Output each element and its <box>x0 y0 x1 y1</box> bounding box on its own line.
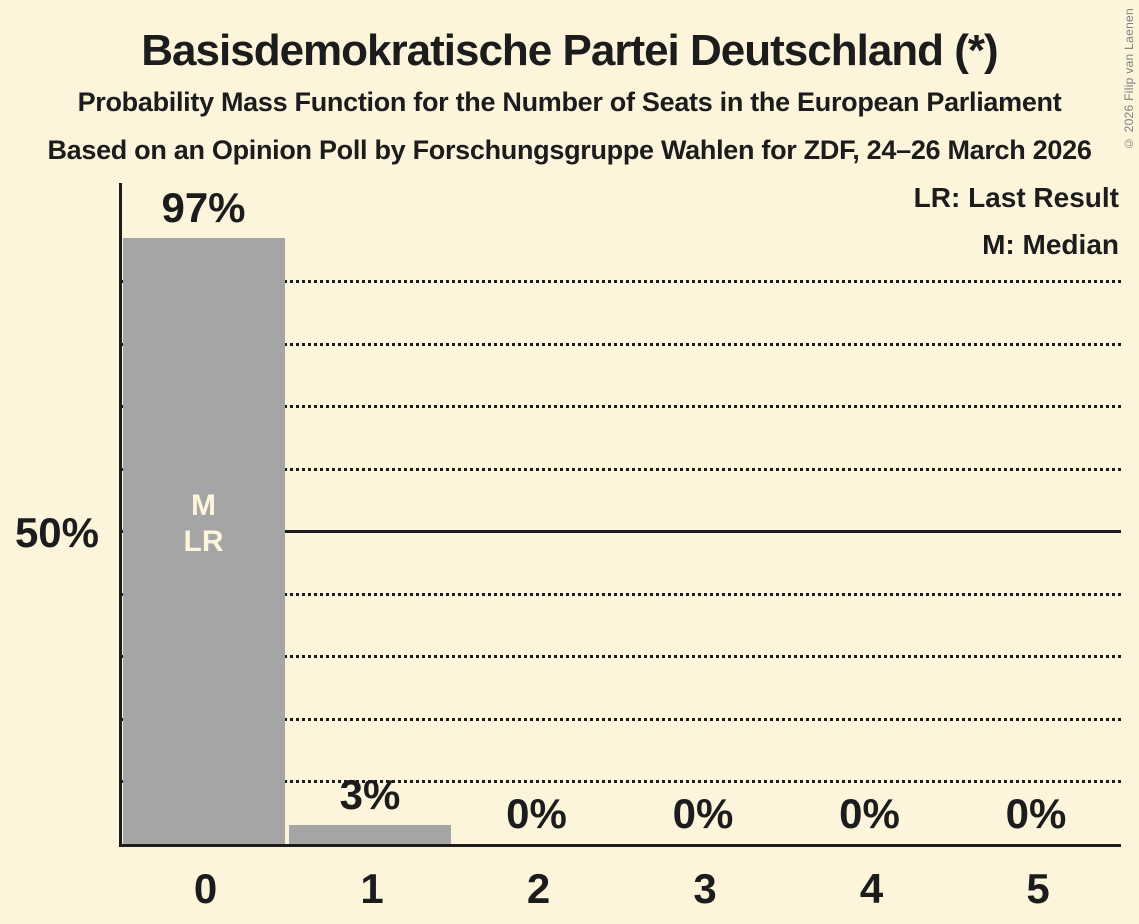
bar-value-label-3: 0% <box>672 790 734 837</box>
x-tick-2: 2 <box>526 865 551 912</box>
x-tick-1: 1 <box>360 865 384 912</box>
plot-area: M LR 97% 3% 0% 0% 0% 0% <box>119 183 1121 847</box>
chart-source-line: Based on an Opinion Poll by Forschungsgr… <box>47 135 1092 165</box>
legend-entry-last-result: LR: Last Result <box>913 182 1119 213</box>
chart-title: Basisdemokratische Partei Deutschland (*… <box>141 26 998 75</box>
x-tick-4: 4 <box>859 865 884 912</box>
last-result-marker: LR <box>183 524 224 558</box>
bar-value-label-5: 0% <box>1005 790 1067 837</box>
y-axis-tick-50pct: 50% <box>14 509 99 556</box>
bar-value-label-0: 97% <box>161 183 246 231</box>
gridline-30pct <box>122 655 1121 658</box>
gridline-20pct <box>122 717 1121 721</box>
bar-seats-1 <box>289 825 451 844</box>
gridline-80pct <box>122 342 1121 346</box>
gridline-10pct <box>122 780 1121 783</box>
bar-value-label-4: 0% <box>839 790 900 837</box>
x-tick-0: 0 <box>193 865 218 912</box>
gridline-90pct <box>122 280 1121 283</box>
gridline-50pct-solid <box>122 530 1121 533</box>
legend: LR: Last Result M: Median <box>914 174 1119 268</box>
gridline-70pct <box>122 405 1121 408</box>
legend-entry-median: M: Median <box>982 229 1119 260</box>
bar-value-label-1: 3% <box>339 771 401 819</box>
gridline-60pct <box>122 467 1121 471</box>
chart-subtitle: Probability Mass Function for the Number… <box>77 87 1062 117</box>
bar-seats-0: M LR <box>122 237 285 844</box>
gridline-40pct <box>122 592 1121 596</box>
x-axis-labels: 0 1 2 3 4 5 <box>122 868 1121 912</box>
bar-value-label-2: 0% <box>506 790 567 837</box>
median-marker: M <box>191 488 216 522</box>
x-tick-5: 5 <box>1026 865 1050 912</box>
x-tick-3: 3 <box>693 865 717 912</box>
median-last-result-label: M LR <box>123 488 285 560</box>
